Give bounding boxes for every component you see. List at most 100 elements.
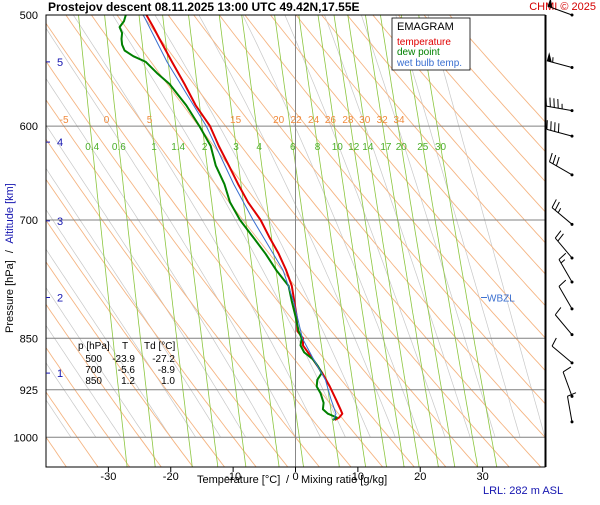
mixing-ratio-label: 12 [348, 142, 360, 153]
x-tick-label: 0 [292, 471, 298, 483]
isotherm-label: 24 [308, 115, 320, 126]
mixing-ratio-label: 25 [417, 142, 429, 153]
table-cell: 1.0 [161, 376, 175, 387]
table-cell: 700 [85, 365, 102, 376]
wind-barb [547, 52, 574, 69]
wind-barb-flag [549, 153, 552, 162]
isotherm-label: 20 [273, 115, 285, 126]
pressure-tick-label: 1000 [14, 432, 38, 444]
wind-barb-staff [547, 61, 572, 68]
mixing-ratio-label: 10 [332, 142, 344, 153]
wind-barb [552, 338, 573, 364]
mixing-ratio-label: 1.4 [171, 142, 185, 153]
table-header-pressure: p [hPa] [78, 341, 110, 352]
table-cell: 1.2 [121, 376, 135, 387]
wind-barb-station [571, 109, 574, 112]
wbzl-label: WBZL [487, 294, 515, 305]
mixing-ratio-label: 20 [396, 142, 408, 153]
x-tick-label: -20 [163, 471, 179, 483]
dry-adiabat-line [0, 131, 225, 467]
x-tick-label: 30 [477, 471, 489, 483]
pressure-tick-label: 500 [20, 10, 38, 22]
mixing-ratio-line [401, 15, 477, 467]
moist-adiabat-line [113, 15, 346, 437]
mixing-ratio-label: 0.4 [85, 142, 99, 153]
moist-adiabat-line [361, 15, 495, 437]
y-axis-label-altitude: Altitude [km] [4, 183, 16, 244]
wind-barb-station [571, 420, 574, 423]
sounding-table: p [hPa] T Td [°C] 500 -23.9 -27.2 700 -5… [78, 341, 175, 387]
wind-barb [549, 153, 573, 176]
x-tick-label: -30 [100, 471, 116, 483]
isotherm-label: 28 [342, 115, 354, 126]
dry-adiabat-line [143, 15, 510, 467]
mixing-ratio-label: 1 [151, 142, 157, 153]
pressure-tick-label: 850 [20, 333, 38, 345]
wind-barb-flag [552, 338, 556, 346]
wind-barb-staff [559, 286, 572, 309]
wind-barb [555, 307, 573, 336]
dry-adiabat-line [271, 15, 600, 400]
mixing-ratio-line [79, 15, 128, 467]
altitude-tick-label: 4 [57, 137, 63, 149]
dry-adiabat-line [91, 15, 446, 467]
table-cell: 500 [85, 354, 102, 365]
wind-barb-staff [563, 372, 572, 396]
wind-barb-station [571, 14, 574, 17]
wind-barb-station [571, 361, 574, 364]
wind-barb [552, 199, 573, 225]
wind-barb [563, 367, 573, 398]
wind-barb-staff [555, 315, 572, 335]
moist-adiabat-line [243, 15, 421, 437]
wind-barb-flag [553, 155, 556, 164]
wind-barb-station [571, 307, 574, 310]
mixing-ratio-line [275, 15, 340, 467]
dry-adiabat-line [219, 15, 600, 467]
wind-barb-staff [567, 396, 572, 422]
isotherm-label: 22 [291, 115, 303, 126]
background-grid [0, 15, 600, 467]
x-axis-label-separator: / [286, 474, 290, 486]
altitude-tick-label: 3 [57, 216, 63, 228]
moist-adiabat-line [4, 15, 270, 437]
wind-barb-station [571, 173, 574, 176]
mixing-ratio-label: 0.6 [112, 142, 126, 153]
wind-barb-flag [552, 199, 556, 207]
y-axis-label-separator: / [4, 249, 16, 253]
isotherm-label: 30 [359, 115, 371, 126]
wind-barb-half-flag [558, 208, 560, 212]
pressure-tick-label: 925 [20, 385, 38, 397]
table-cell: -23.9 [112, 354, 135, 365]
isotherm-label: 34 [393, 115, 405, 126]
wind-barb-station [571, 223, 574, 226]
mixing-ratio-label: 30 [435, 142, 447, 153]
isotherm-label: 32 [377, 115, 389, 126]
x-axis-label-temperature: Temperature [°C] [197, 474, 280, 486]
chart-header-title: Prostejov descent 08.11.2025 13:00 UTC 4… [48, 0, 360, 14]
wind-barb-pennant [547, 52, 552, 62]
wind-barb-flag [555, 307, 561, 314]
wind-barb-staff [552, 346, 572, 363]
table-cell: -5.6 [118, 365, 136, 376]
wind-barb-half-flag [561, 260, 565, 263]
isotherm-label: 5 [147, 115, 153, 126]
x-axis-label-mixing-ratio: Mixing ratio [g/kg] [301, 474, 387, 486]
mixing-ratio-label: 8 [315, 142, 321, 153]
wind-barb-flag [556, 157, 559, 166]
pressure-tick-label: 600 [20, 121, 38, 133]
wind-barb-flag [558, 234, 564, 241]
mixing-ratio-label: 14 [362, 142, 374, 153]
pressure-tick-label: 700 [20, 215, 38, 227]
table-cell: 850 [85, 376, 102, 387]
wind-barb-flag [555, 202, 559, 210]
altitude-tick-label: 2 [57, 293, 63, 305]
mixing-ratio-label: 6 [290, 142, 296, 153]
legend-item-wet-bulb: wet bulb temp. [396, 58, 462, 69]
wind-barb-station [571, 280, 574, 283]
mixing-ratio-label: 3 [233, 142, 239, 153]
legend-item-dew-point: dew point [397, 47, 440, 58]
wind-barb-station [571, 256, 574, 259]
table-header-temperature: T [122, 341, 128, 352]
wind-barb [559, 280, 574, 310]
